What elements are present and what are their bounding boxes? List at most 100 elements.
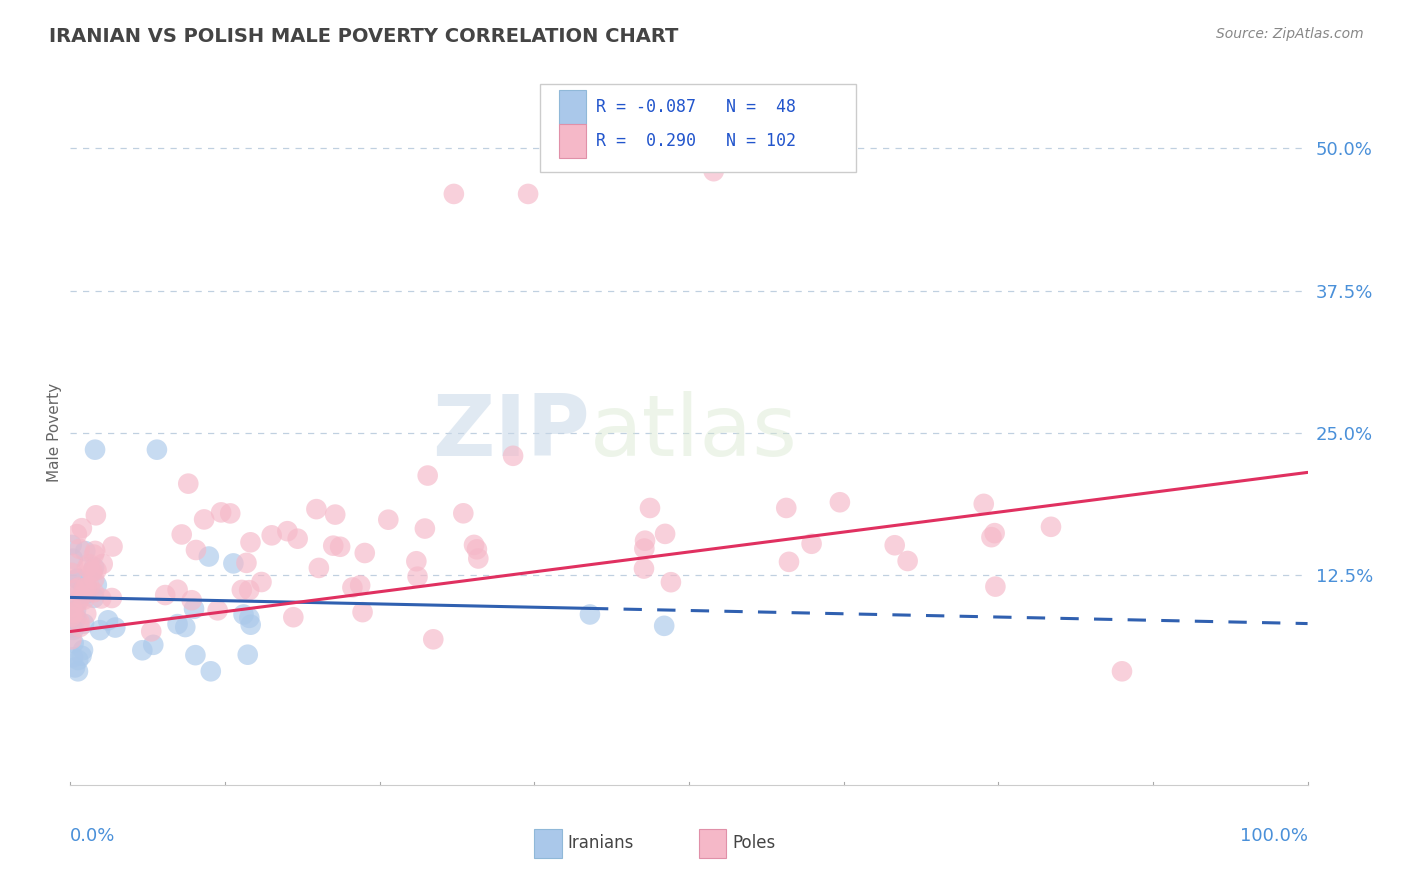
Point (84, 544, 107, 558)
Point (276, 524, 298, 538)
Point (63, 660, 86, 674)
Point (60, 599, 83, 614)
Point (84, 442, 107, 457)
Point (377, 513, 399, 527)
Point (238, 583, 260, 598)
Text: Poles: Poles (733, 834, 776, 853)
Point (502, 449, 524, 463)
Point (236, 648, 259, 662)
Point (73, 616, 96, 631)
Text: Iranians: Iranians (568, 834, 634, 853)
Point (60, 632, 83, 647)
Point (89, 623, 111, 637)
Point (453, 506, 475, 520)
Point (146, 442, 169, 457)
Point (60, 609, 83, 624)
Point (198, 549, 221, 564)
Y-axis label: Male Poverty: Male Poverty (46, 383, 62, 483)
Point (184, 648, 207, 662)
Point (238, 611, 260, 625)
Point (422, 632, 444, 647)
Point (63, 606, 86, 620)
Point (70, 589, 93, 603)
Point (465, 542, 488, 557)
Point (142, 638, 165, 652)
Point (239, 535, 262, 549)
Point (219, 507, 242, 521)
Point (70, 648, 93, 663)
Point (76, 560, 98, 574)
Point (75, 544, 97, 558)
Point (62, 623, 84, 637)
Point (235, 556, 257, 570)
Point (183, 602, 205, 616)
Point (973, 497, 995, 511)
Point (60, 613, 83, 627)
Point (72, 643, 94, 657)
Point (329, 540, 352, 554)
Point (352, 605, 374, 619)
Point (67, 653, 90, 667)
Point (980, 530, 1002, 544)
Point (67, 594, 90, 608)
Bar (534, 830, 561, 857)
Text: Source: ZipAtlas.com: Source: ZipAtlas.com (1216, 27, 1364, 41)
Point (166, 582, 188, 597)
Point (1039, 520, 1062, 534)
Point (775, 500, 797, 515)
Point (79, 580, 101, 594)
Point (170, 527, 193, 541)
Point (308, 561, 330, 575)
Point (353, 546, 375, 560)
Point (174, 620, 197, 634)
Point (184, 543, 207, 558)
Point (65, 603, 87, 617)
Point (443, 186, 465, 201)
Point (283, 610, 305, 624)
Point (80, 565, 103, 579)
Point (579, 607, 602, 622)
Text: 0.0%: 0.0% (70, 827, 115, 846)
Point (231, 582, 253, 597)
Point (60, 614, 83, 628)
FancyBboxPatch shape (540, 84, 856, 172)
Point (239, 617, 262, 632)
Point (467, 551, 489, 566)
Text: IRANIAN VS POLISH MALE POVERTY CORRELATION CHART: IRANIAN VS POLISH MALE POVERTY CORRELATI… (49, 27, 679, 45)
Point (193, 512, 215, 526)
Point (101, 591, 124, 605)
Point (177, 476, 200, 491)
Point (1111, 665, 1133, 679)
Point (66, 527, 89, 541)
Point (90, 591, 112, 606)
Point (703, 164, 725, 178)
Point (260, 528, 283, 542)
Point (634, 533, 657, 548)
Point (75, 586, 97, 600)
Point (883, 538, 905, 552)
Point (97, 613, 120, 627)
Point (207, 603, 229, 617)
Point (62, 636, 84, 650)
Point (638, 500, 661, 515)
Point (70, 521, 93, 535)
Point (463, 538, 485, 552)
Point (60, 605, 83, 619)
Point (84, 508, 107, 523)
Point (83, 585, 105, 599)
Point (66, 572, 89, 586)
Point (62, 650, 84, 665)
Point (633, 541, 655, 556)
Point (66, 665, 89, 679)
Point (60, 607, 83, 621)
Point (67, 581, 90, 595)
Text: ZIP: ZIP (432, 391, 591, 475)
Point (60, 566, 83, 580)
Point (101, 540, 124, 554)
Point (82, 564, 104, 578)
Point (659, 575, 682, 590)
Point (406, 569, 429, 583)
Point (633, 561, 655, 575)
Point (828, 495, 851, 509)
Point (323, 508, 346, 522)
